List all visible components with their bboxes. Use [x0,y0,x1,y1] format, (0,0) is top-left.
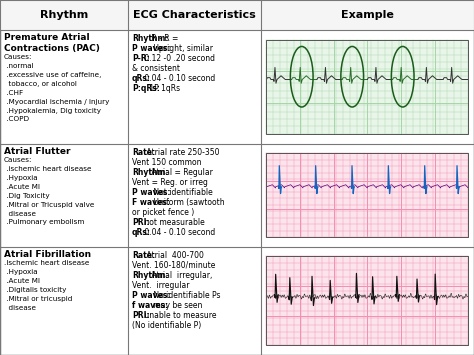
Text: P waves:: P waves: [132,188,170,197]
Text: Atrial Flutter: Atrial Flutter [4,147,70,155]
Bar [0,0,474,30]
Text: Causes:: Causes: [4,157,32,163]
Text: Vent = Reg. or irreg: Vent = Reg. or irreg [132,178,208,187]
Text: P waves:: P waves: [132,44,170,53]
Text: .excessive use of caffeine,: .excessive use of caffeine, [4,72,101,78]
Text: Atrial rate 250-350: Atrial rate 250-350 [144,148,219,157]
Text: Uniform (sawtooth: Uniform (sawtooth [152,198,225,207]
Text: tobacco, or alcohol: tobacco, or alcohol [4,81,77,87]
Text: Rhythm:: Rhythm: [132,34,168,43]
Text: ECG Characteristics: ECG Characteristics [133,10,255,20]
Text: .Ischemic heart disease: .Ischemic heart disease [4,260,89,266]
Text: PRI:: PRI: [132,311,149,320]
Text: & consistent: & consistent [132,64,180,73]
Text: qRs:: qRs: [132,228,151,236]
Text: Not identifiable: Not identifiable [152,188,213,197]
Text: Atrial  irregular,: Atrial irregular, [149,271,212,280]
Text: qRs:: qRs: [132,74,151,83]
Text: P-R:: P-R: [132,54,149,63]
Text: Premature Atrial: Premature Atrial [4,33,90,42]
Text: .CHF: .CHF [4,90,23,96]
Text: 0.04 - 0.10 second: 0.04 - 0.10 second [142,228,215,236]
Text: .Acute MI: .Acute MI [4,278,40,284]
Text: may be seen: may be seen [152,301,203,310]
Text: Rhythm:: Rhythm: [132,168,168,177]
Text: .ischemic heart disease: .ischemic heart disease [4,166,91,172]
Text: Rate:: Rate: [132,148,155,157]
Text: 0.04 - 0.10 second: 0.04 - 0.10 second [142,74,215,83]
Text: Atrial  400-700: Atrial 400-700 [144,251,204,260]
Text: 0.12 -0 .20 second: 0.12 -0 .20 second [142,54,215,63]
Text: R - R =: R - R = [149,34,178,43]
Text: PRI:: PRI: [132,218,149,226]
Text: Example: Example [341,10,394,20]
Text: .Pulmonary embolism: .Pulmonary embolism [4,219,84,225]
Bar [266,153,468,237]
Text: No identifiable Ps: No identifiable Ps [152,291,221,300]
Text: .Hypokalemia, Dig toxicity: .Hypokalemia, Dig toxicity [4,108,101,114]
Text: .normal: .normal [4,63,33,69]
Text: P waves:: P waves: [132,291,170,300]
Text: not measurable: not measurable [142,218,204,226]
Text: Atrial Fibrillation: Atrial Fibrillation [4,250,91,258]
Text: .Mitral or tricuspid: .Mitral or tricuspid [4,296,72,302]
Text: Upright, similar: Upright, similar [152,44,213,53]
Text: unable to measure: unable to measure [142,311,216,320]
Bar [266,153,468,237]
Text: disease: disease [4,305,36,311]
Text: .Hypoxia: .Hypoxia [4,175,37,181]
Text: Vent.  irregular: Vent. irregular [132,281,189,290]
Text: Rhythm: Rhythm [40,10,88,20]
Text: P:qRs:: P:qRs: [132,84,160,93]
Bar [266,40,468,133]
Bar [266,256,468,345]
Text: .Dig Toxicity: .Dig Toxicity [4,193,49,199]
Bar [266,40,468,133]
Text: disease: disease [4,211,36,217]
Text: Rhythm:: Rhythm: [132,271,168,280]
Text: .Acute MI: .Acute MI [4,184,40,190]
Text: Causes:: Causes: [4,54,32,60]
Text: .Hypoxia: .Hypoxia [4,269,37,275]
Text: Rate:: Rate: [132,251,155,260]
Text: f waves:: f waves: [132,301,168,310]
Text: Vent. 160-180/minute: Vent. 160-180/minute [132,261,215,270]
Text: Atrial = Regular: Atrial = Regular [149,168,213,177]
Text: 1P 1qRs: 1P 1qRs [146,84,180,93]
Bar [266,256,468,345]
Text: Vent 150 common: Vent 150 common [132,158,201,167]
Text: .Digitalis toxicity: .Digitalis toxicity [4,287,66,293]
Text: .Myocardial ischemia / injury: .Myocardial ischemia / injury [4,99,109,105]
Text: .COPD: .COPD [4,116,29,122]
Text: F waves:: F waves: [132,198,170,207]
Text: or picket fence ): or picket fence ) [132,208,194,217]
Text: (No identifiable P): (No identifiable P) [132,321,201,329]
Text: Contractions (PAC): Contractions (PAC) [4,44,100,53]
Text: .Mitral or Tricuspid valve: .Mitral or Tricuspid valve [4,202,94,208]
